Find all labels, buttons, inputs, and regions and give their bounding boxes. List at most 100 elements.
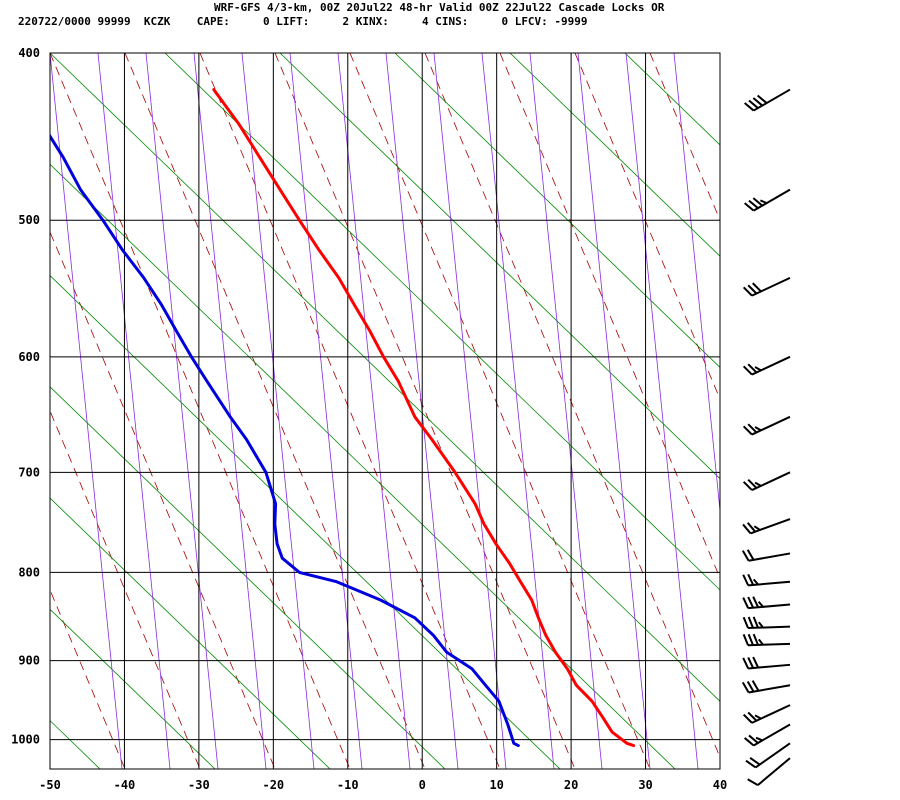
dry-adiabat-line [50, 230, 276, 769]
wind-barb-feather [742, 597, 750, 609]
wind-barb-feather [752, 596, 760, 608]
sounding-stats: 220722/0000 99999 KCZK CAPE: 0 LIFT: 2 K… [18, 15, 588, 28]
mixing-ratio-line [193, 53, 267, 769]
wind-barb-feather [752, 97, 763, 107]
wind-barb [741, 680, 791, 694]
wind-barb [742, 471, 791, 491]
moist-adiabat-line [50, 386, 446, 769]
wind-barb [742, 518, 791, 535]
wind-barb-feather [759, 199, 768, 205]
mixing-ratio-line [145, 53, 219, 769]
wind-barb-staff [748, 552, 791, 562]
moist-adiabat-line [509, 53, 720, 257]
x-tick-label: -10 [337, 778, 359, 792]
chart-header: WRF-GFS 4/3-km, 00Z 20Jul22 48-hr Valid … [0, 0, 900, 32]
moist-adiabat-line [50, 274, 561, 769]
mixing-ratio-line [337, 53, 411, 769]
wind-barb-feather [752, 578, 759, 586]
wind-barb [742, 355, 791, 376]
wind-barb-feather [744, 202, 755, 212]
mixing-ratio-line [50, 53, 123, 769]
wind-barb-feather [742, 365, 753, 376]
wind-barb [742, 415, 791, 436]
mixing-ratio-line [722, 53, 794, 769]
sounding-traces [50, 88, 636, 748]
wind-barb-feather [747, 478, 758, 489]
dry-adiabat-line [349, 53, 651, 769]
wind-barb-feather [747, 657, 755, 669]
wind-barb-feather [748, 99, 759, 109]
wind-barb-feather [742, 634, 749, 646]
dry-adiabat-line [875, 53, 900, 769]
wind-barb [742, 633, 791, 647]
wind-barb-feather [747, 423, 758, 434]
grid-lines [50, 53, 720, 769]
plot-frame [49, 52, 721, 770]
wind-barb-staff [755, 742, 791, 769]
wind-barb-feather [744, 737, 755, 747]
pressure-tick-label: 800 [18, 565, 40, 579]
moist-adiabat-line [394, 53, 720, 369]
wind-barb-feather [746, 549, 755, 561]
dry-adiabat-line [199, 53, 501, 769]
moist-adiabat-line [50, 497, 331, 769]
wind-barb-feather [747, 596, 755, 609]
wind-barb-feather [752, 616, 759, 629]
wind-barb-feather [757, 601, 764, 608]
wind-barb-feather [747, 633, 754, 646]
x-tick-label: -50 [39, 778, 61, 792]
wind-barb-staff [753, 88, 791, 112]
wind-barb-feather [754, 426, 762, 432]
wind-barb-staff [748, 684, 791, 694]
wind-barb-feather [741, 681, 750, 694]
mixing-ratio-line [433, 53, 507, 769]
wind-barb [742, 596, 791, 610]
x-tick-label: 10 [489, 778, 503, 792]
wind-barb-staff [748, 580, 791, 587]
wind-barb [742, 573, 791, 587]
pressure-tick-label: 700 [18, 465, 40, 479]
wind-barb-feather [746, 681, 755, 693]
plot-area [50, 53, 900, 769]
wind-barb [741, 549, 791, 562]
wind-barb-feather [758, 638, 764, 646]
wind-barb [742, 704, 791, 724]
wind-barb-feather [742, 616, 749, 629]
wind-barb-feather [742, 425, 753, 436]
wind-barb-feather [744, 102, 755, 112]
wind-barbs [741, 88, 791, 786]
wind-barb-staff [748, 603, 791, 610]
wind-barb [744, 188, 791, 212]
wind-barb-feather [752, 197, 763, 207]
wind-barb [742, 276, 791, 297]
wind-barb-feather [749, 757, 761, 766]
wind-barb [745, 742, 791, 769]
wind-barb-staff [751, 704, 791, 724]
wind-barb-feather [742, 657, 750, 669]
mixing-ratio-line [577, 53, 651, 769]
wind-barb-feather [742, 713, 753, 724]
moist-adiabat-line [624, 53, 720, 146]
x-tick-label: -30 [188, 778, 210, 792]
mixing-ratio-line [481, 53, 555, 769]
wind-barb-feather [742, 481, 753, 491]
wind-barb-staff [753, 188, 791, 212]
moist-adiabat-line [740, 53, 900, 769]
wind-barb-staff [757, 757, 791, 786]
wind-barb-staff [751, 276, 791, 297]
wind-barb [747, 757, 791, 786]
wind-barb-feather [747, 363, 758, 374]
pressure-tick-label: 1000 [11, 733, 40, 747]
moist-adiabats [50, 53, 900, 769]
wind-barb-staff [748, 663, 791, 670]
mixing-ratio-line [770, 53, 842, 769]
x-tick-label: 20 [564, 778, 578, 792]
wind-barb-feather [747, 573, 755, 586]
pressure-tick-labels: 400 500 600 700 800 900 1000 [11, 46, 40, 747]
dry-adiabat-line [50, 588, 126, 769]
mixing-ratio-lines [50, 53, 842, 769]
moist-adiabat-line [50, 608, 216, 769]
mixing-ratio-line [529, 53, 603, 769]
x-axis-tick-labels: -50 -40 -30 -20 -10 0 10 20 30 40 [39, 778, 727, 792]
wind-barb-feather [757, 94, 768, 104]
